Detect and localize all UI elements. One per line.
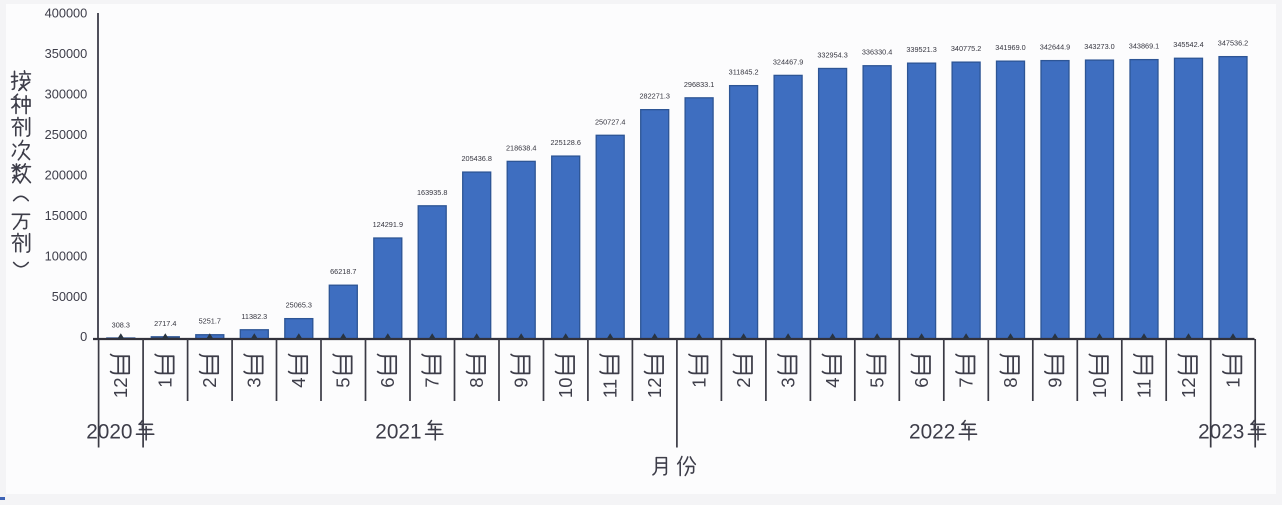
svg-text:11: 11 [600,379,621,398]
svg-text:5: 5 [333,378,354,388]
svg-text:12: 12 [1178,378,1199,399]
svg-text:343869.1: 343869.1 [1129,42,1159,51]
svg-text:9: 9 [1044,378,1065,388]
svg-text:343273.0: 343273.0 [1084,42,1114,51]
svg-text:9: 9 [511,378,532,388]
svg-text:7: 7 [422,378,443,388]
svg-text:12: 12 [644,378,665,399]
svg-text:7: 7 [956,378,977,388]
svg-text:336330.4: 336330.4 [862,48,892,57]
svg-text:2023: 2023 [1198,420,1244,443]
svg-text:350000: 350000 [45,46,88,61]
svg-text:2020: 2020 [86,420,132,443]
svg-text:339521.3: 339521.3 [906,45,936,54]
svg-text:4: 4 [288,378,309,388]
svg-text:163935.8: 163935.8 [417,188,447,197]
svg-text:332954.3: 332954.3 [817,51,847,60]
svg-text:250000: 250000 [45,127,88,142]
svg-text:5: 5 [867,378,888,388]
svg-text:3: 3 [778,378,799,388]
svg-text:2021: 2021 [375,420,421,443]
svg-text:2: 2 [733,378,754,388]
svg-text:12: 12 [110,378,131,399]
svg-text:340775.2: 340775.2 [951,44,981,53]
svg-text:296833.1: 296833.1 [684,80,714,89]
svg-text:10: 10 [555,378,576,399]
svg-text:2717.4: 2717.4 [154,319,176,328]
svg-text:3: 3 [244,378,265,388]
svg-text:205436.8: 205436.8 [461,154,491,163]
svg-text:200000: 200000 [45,167,88,182]
svg-text:250727.4: 250727.4 [595,117,625,126]
svg-text:1: 1 [155,378,176,388]
svg-text:345542.4: 345542.4 [1173,40,1203,49]
svg-text:311845.2: 311845.2 [729,68,759,77]
svg-text:1: 1 [689,378,710,388]
svg-text:1: 1 [1222,378,1243,388]
svg-text:218638.4: 218638.4 [506,143,536,152]
svg-text:100000: 100000 [45,248,88,263]
svg-text:341969.0: 341969.0 [995,43,1025,52]
svg-text:8: 8 [1000,378,1021,388]
svg-text:308.3: 308.3 [112,321,130,330]
svg-text:6: 6 [377,378,398,388]
svg-text:300000: 300000 [45,87,88,102]
svg-text:25065.3: 25065.3 [286,301,312,310]
svg-text:50000: 50000 [52,289,88,304]
svg-text:11: 11 [1133,379,1154,398]
svg-text:5251.7: 5251.7 [199,317,221,326]
svg-text:342644.9: 342644.9 [1040,43,1070,52]
svg-text:225128.6: 225128.6 [550,138,580,147]
svg-text:400000: 400000 [45,6,88,21]
svg-text:2022: 2022 [909,420,955,443]
svg-text:282271.3: 282271.3 [639,92,669,101]
svg-text:4: 4 [822,378,843,388]
svg-text:324467.9: 324467.9 [773,57,803,66]
svg-text:8: 8 [466,378,487,388]
svg-text:150000: 150000 [45,208,88,223]
svg-text:124291.9: 124291.9 [373,220,403,229]
svg-text:0: 0 [80,329,87,344]
svg-text:66218.7: 66218.7 [330,267,356,276]
svg-text:6: 6 [911,378,932,388]
svg-text:347536.2: 347536.2 [1218,39,1248,48]
svg-text:11382.3: 11382.3 [241,312,267,321]
svg-text:2: 2 [199,378,220,388]
svg-text:10: 10 [1089,378,1110,399]
